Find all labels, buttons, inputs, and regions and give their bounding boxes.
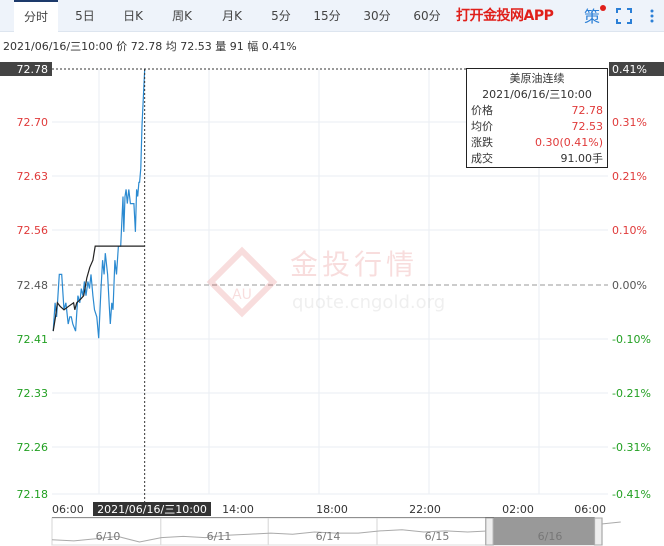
info-bar: 2021/06/16/三10:00 价 72.78 均 72.53 量 91 幅…	[3, 40, 297, 53]
notification-dot	[600, 5, 606, 11]
pct-tick-label: 0.41%	[612, 63, 647, 76]
more-icon[interactable]	[648, 8, 656, 24]
x-tick-label: 06:00	[52, 503, 84, 516]
average-line	[52, 245, 145, 332]
watermark-logo: AU	[232, 287, 252, 303]
y-tick-label: 72.48	[17, 279, 49, 292]
tab-4[interactable]: 月K	[222, 9, 242, 23]
x-tick-label: 14:00	[222, 503, 254, 516]
pct-tick-label: 0.21%	[612, 170, 647, 183]
tooltip-row: 均价 72.53	[471, 119, 603, 135]
strategy-icon[interactable]: 策	[584, 7, 601, 26]
tooltip-value: 91.00手	[560, 152, 604, 165]
period-tabs: 分时 5日 日K 周K 月K 5分 15分 30分 60分	[0, 0, 664, 33]
tooltip-row: 涨跌 0.30(0.41%)	[471, 135, 603, 151]
price-line	[52, 68, 146, 339]
crosshair-time-box	[93, 502, 211, 516]
navigator-date-label: 6/15	[425, 530, 450, 543]
open-app-link[interactable]: 打开金投网APP	[456, 8, 554, 24]
tooltip-label: 涨跌	[471, 136, 493, 149]
navigator-handle-left[interactable]	[485, 517, 494, 546]
tooltip-value: 72.53	[571, 120, 604, 133]
y-tick-label: 72.63	[17, 170, 49, 183]
watermark-url: quote.cngold.org	[292, 292, 445, 313]
navigator-date-label: 6/10	[96, 530, 121, 543]
pct-tick-label: -0.31%	[612, 441, 651, 454]
tooltip-row: 价格 72.78	[471, 103, 603, 119]
y-tick-label: 72.18	[17, 488, 49, 501]
tooltip-row: 成交 91.00手	[471, 151, 603, 167]
pct-tick-label: -0.10%	[612, 333, 651, 346]
x-tick-label: 18:00	[316, 503, 348, 516]
tab-0[interactable]: 分时	[14, 0, 58, 33]
tab-6[interactable]: 15分	[313, 9, 341, 23]
tooltip-label: 价格	[471, 104, 493, 117]
x-tick-label: 02:00	[502, 503, 534, 516]
navigator-date-label: 6/14	[316, 530, 341, 543]
pct-tick-label: 0.10%	[612, 224, 647, 237]
x-tick-label: 22:00	[409, 503, 441, 516]
navigator-selection[interactable]	[492, 518, 595, 545]
navigator-date-label: 6/11	[207, 530, 232, 543]
price-cursor-box	[0, 62, 52, 76]
tab-5[interactable]: 5分	[271, 9, 291, 23]
y-tick-label: 72.33	[17, 387, 49, 400]
watermark-brand: 金投行情	[290, 248, 418, 281]
fullscreen-icon[interactable]	[616, 8, 632, 24]
y-tick-label: 72.41	[17, 333, 49, 346]
tooltip: 美原油连续 2021/06/16/三10:00 价格 72.78 均价 72.53 涨跌…	[466, 68, 608, 168]
navigator-date-label: 6/16	[538, 530, 563, 543]
tooltip-label: 均价	[471, 120, 493, 133]
pct-cursor-box	[609, 62, 664, 76]
tab-2[interactable]: 日K	[123, 9, 143, 23]
x-tick-label: 06:00	[574, 503, 606, 516]
pct-tick-label: -0.21%	[612, 387, 651, 400]
y-tick-label: 72.78	[17, 63, 49, 76]
y-tick-label: 72.26	[17, 441, 49, 454]
tooltip-datetime: 2021/06/16/三10:00	[482, 88, 592, 101]
tab-3[interactable]: 周K	[172, 9, 192, 23]
tab-8[interactable]: 60分	[413, 9, 441, 23]
tooltip-value: 72.78	[571, 104, 604, 117]
y-tick-label: 72.70	[17, 116, 49, 129]
tooltip-value: 0.30(0.41%)	[534, 136, 603, 149]
pct-tick-label: 0.31%	[612, 116, 647, 129]
pct-tick-label: 0.00%	[612, 279, 647, 292]
y-tick-label: 72.56	[17, 224, 49, 237]
crosshair-time-label: 2021/06/16/三10:00	[97, 503, 207, 516]
tooltip-title: 美原油连续	[509, 72, 565, 85]
tooltip-label: 成交	[471, 152, 493, 165]
navigator-handle-right[interactable]	[593, 517, 603, 546]
tab-7[interactable]: 30分	[363, 9, 391, 23]
watermark: AU 金投行情 quote.cngold.org	[206, 246, 445, 318]
pct-tick-label: -0.41%	[612, 488, 651, 501]
tab-1[interactable]: 5日	[75, 9, 95, 23]
